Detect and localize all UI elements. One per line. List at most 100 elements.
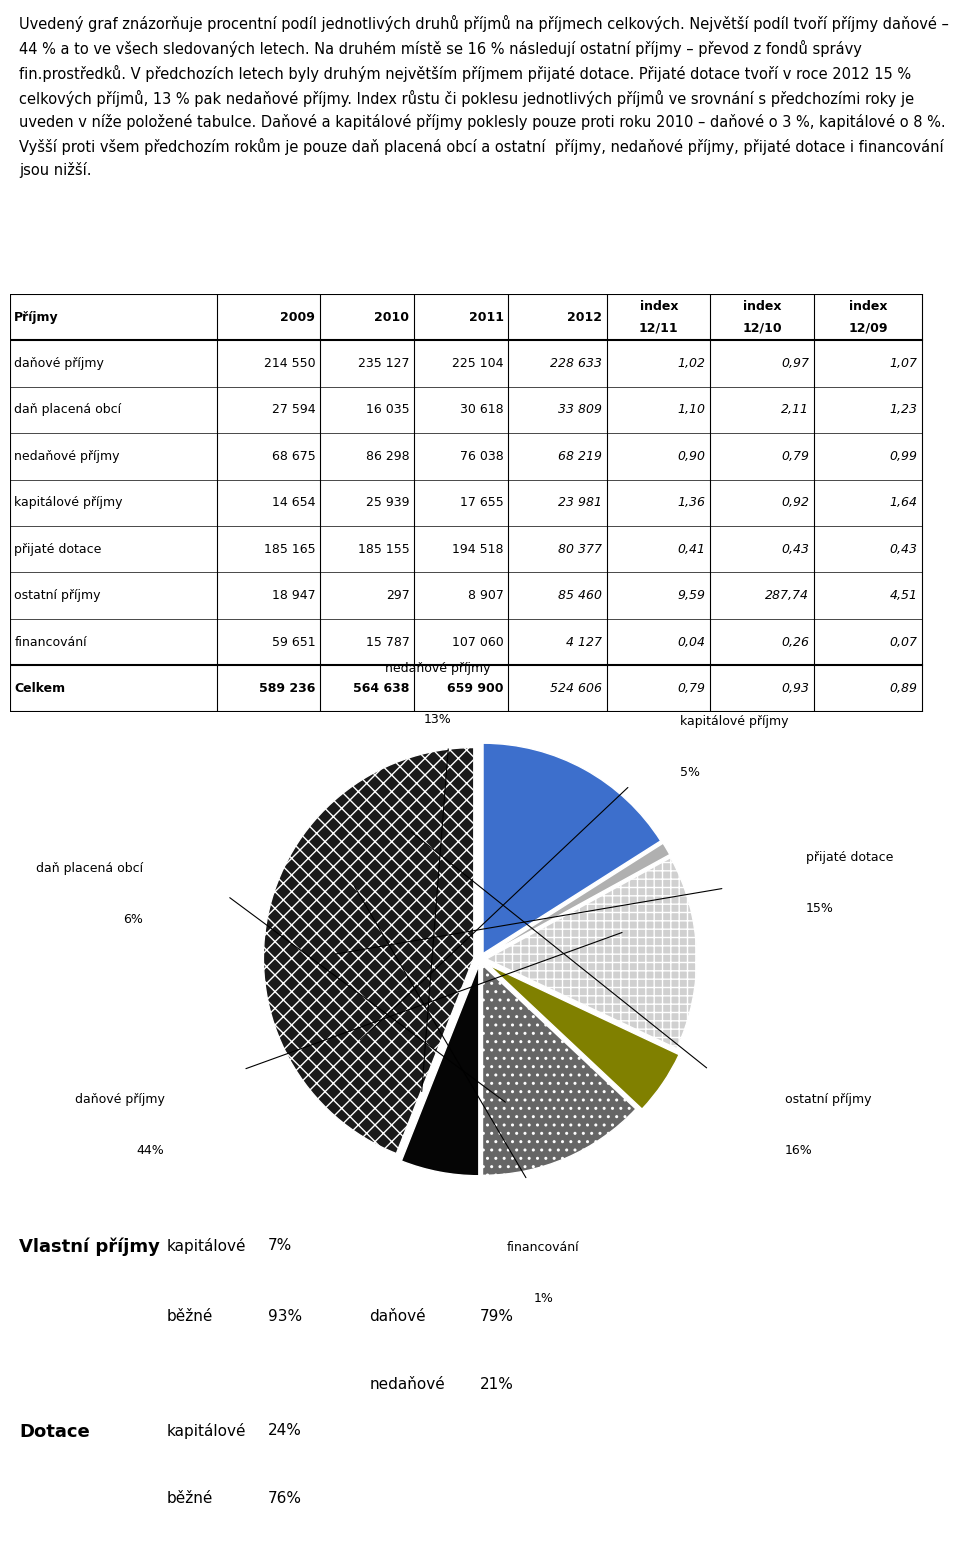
Text: 7%: 7% — [268, 1238, 292, 1253]
Text: 76 038: 76 038 — [460, 450, 504, 463]
Text: Celkem: Celkem — [14, 682, 65, 695]
Text: 2009: 2009 — [280, 311, 315, 323]
Text: přijaté dotace: přijaté dotace — [14, 543, 102, 555]
Text: 0,43: 0,43 — [890, 543, 918, 555]
Wedge shape — [401, 965, 479, 1176]
Text: daň placená obcí: daň placená obcí — [36, 862, 143, 876]
Text: 1,02: 1,02 — [678, 357, 706, 370]
Text: běžné: běžné — [167, 1491, 213, 1507]
Wedge shape — [483, 743, 660, 953]
Text: 76%: 76% — [268, 1491, 302, 1507]
Text: 589 236: 589 236 — [259, 682, 315, 695]
Text: 18 947: 18 947 — [272, 589, 315, 602]
Text: kapitálové: kapitálové — [167, 1423, 246, 1439]
Text: 79%: 79% — [480, 1309, 514, 1324]
Text: 0,89: 0,89 — [890, 682, 918, 695]
Text: 2010: 2010 — [374, 311, 409, 323]
Text: Uvedený graf znázorňuje procentní podíl jednotlivých druhů příjmů na příjmech ce: Uvedený graf znázorňuje procentní podíl … — [19, 15, 949, 178]
Text: 12/09: 12/09 — [849, 322, 888, 334]
Text: 85 460: 85 460 — [559, 589, 602, 602]
Text: index: index — [849, 300, 887, 312]
Text: 1,36: 1,36 — [678, 497, 706, 509]
Text: 185 155: 185 155 — [358, 543, 409, 555]
Text: 225 104: 225 104 — [452, 357, 504, 370]
Text: financování: financování — [507, 1241, 580, 1253]
Text: 12/11: 12/11 — [639, 322, 679, 334]
Text: 17 655: 17 655 — [460, 497, 504, 509]
Text: 15%: 15% — [806, 902, 834, 916]
Wedge shape — [487, 857, 697, 1049]
Text: kapitálové příjmy: kapitálové příjmy — [680, 715, 788, 727]
Wedge shape — [486, 843, 670, 956]
Text: financování: financování — [14, 636, 87, 648]
Text: 4 127: 4 127 — [566, 636, 602, 648]
Text: 2011: 2011 — [468, 311, 504, 323]
Wedge shape — [263, 747, 474, 1154]
Text: 2012: 2012 — [567, 311, 602, 323]
Wedge shape — [489, 965, 679, 1109]
Text: 27 594: 27 594 — [272, 404, 315, 416]
Text: 214 550: 214 550 — [264, 357, 315, 370]
Text: 24%: 24% — [268, 1423, 301, 1439]
Text: daňové: daňové — [370, 1309, 426, 1324]
Text: ostatní příjmy: ostatní příjmy — [14, 589, 101, 602]
Text: 0,97: 0,97 — [781, 357, 809, 370]
Text: 2,11: 2,11 — [781, 404, 809, 416]
Text: 297: 297 — [386, 589, 409, 602]
Text: nedaňové příjmy: nedaňové příjmy — [385, 662, 491, 674]
Text: daňové příjmy: daňové příjmy — [14, 357, 105, 370]
Text: 1,64: 1,64 — [890, 497, 918, 509]
Text: 15 787: 15 787 — [366, 636, 409, 648]
Text: 30 618: 30 618 — [460, 404, 504, 416]
Text: 1,23: 1,23 — [890, 404, 918, 416]
Text: 564 638: 564 638 — [353, 682, 409, 695]
Text: 16%: 16% — [785, 1145, 813, 1157]
Text: 287,74: 287,74 — [765, 589, 809, 602]
Text: kapitálové: kapitálové — [167, 1238, 246, 1253]
Text: kapitálové příjmy: kapitálové příjmy — [14, 497, 123, 509]
Text: 8 907: 8 907 — [468, 589, 504, 602]
Text: 0,41: 0,41 — [678, 543, 706, 555]
Text: index: index — [639, 300, 678, 312]
Text: 0,26: 0,26 — [781, 636, 809, 648]
Text: 107 060: 107 060 — [452, 636, 504, 648]
Text: 16 035: 16 035 — [366, 404, 409, 416]
Text: 9,59: 9,59 — [678, 589, 706, 602]
Text: index: index — [743, 300, 781, 312]
Text: přijaté dotace: přijaté dotace — [806, 851, 894, 865]
Text: 13%: 13% — [424, 713, 452, 726]
Text: 0,79: 0,79 — [678, 682, 706, 695]
Text: 1,07: 1,07 — [890, 357, 918, 370]
Text: 0,04: 0,04 — [678, 636, 706, 648]
Text: Dotace: Dotace — [19, 1423, 90, 1442]
Text: 21%: 21% — [480, 1377, 514, 1392]
Text: 524 606: 524 606 — [550, 682, 602, 695]
Text: Vlastní příjmy: Vlastní příjmy — [19, 1238, 160, 1256]
Text: 59 651: 59 651 — [272, 636, 315, 648]
Text: 80 377: 80 377 — [559, 543, 602, 555]
Text: 25 939: 25 939 — [366, 497, 409, 509]
Text: 4,51: 4,51 — [890, 589, 918, 602]
Text: daňové příjmy: daňové příjmy — [75, 1094, 164, 1106]
Text: daň placená obcí: daň placená obcí — [14, 404, 121, 416]
Text: 228 633: 228 633 — [550, 357, 602, 370]
Text: 33 809: 33 809 — [559, 404, 602, 416]
Text: nedaňové příjmy: nedaňové příjmy — [14, 450, 120, 463]
Text: 194 518: 194 518 — [452, 543, 504, 555]
Text: 93%: 93% — [268, 1309, 302, 1324]
Text: 659 900: 659 900 — [447, 682, 504, 695]
Text: 185 165: 185 165 — [264, 543, 315, 555]
Text: 0,92: 0,92 — [781, 497, 809, 509]
Text: 0,90: 0,90 — [678, 450, 706, 463]
Text: 68 219: 68 219 — [559, 450, 602, 463]
Wedge shape — [483, 965, 636, 1176]
Text: 1,10: 1,10 — [678, 404, 706, 416]
Text: 0,07: 0,07 — [890, 636, 918, 648]
Text: 23 981: 23 981 — [559, 497, 602, 509]
Text: ostatní příjmy: ostatní příjmy — [785, 1094, 872, 1106]
Text: 12/10: 12/10 — [742, 322, 782, 334]
Text: 44%: 44% — [136, 1145, 164, 1157]
Text: 86 298: 86 298 — [366, 450, 409, 463]
Text: 235 127: 235 127 — [358, 357, 409, 370]
Text: 0,43: 0,43 — [781, 543, 809, 555]
